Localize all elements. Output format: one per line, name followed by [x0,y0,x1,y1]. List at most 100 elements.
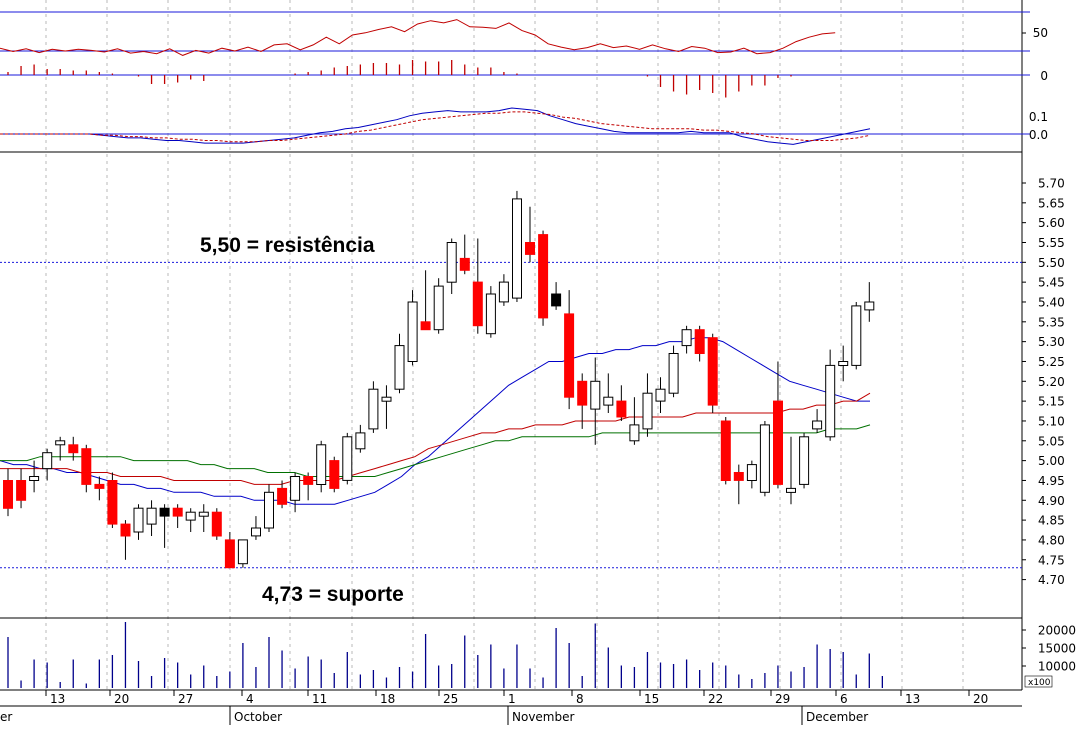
candle-body [668,353,679,394]
x-tick-label: 22 [708,692,723,706]
macd-tick-label: 0.0 [1029,128,1048,142]
candle-body [303,476,314,485]
candle-body [446,242,457,283]
x-tick-label: 18 [380,692,395,706]
volume-tick-label: 15000 [1038,642,1076,656]
price-panel [0,190,1022,569]
price-tick-label: 4.70 [1038,573,1065,587]
candle-body [224,539,235,569]
month-label: October [234,710,282,724]
stochastic-panel [0,11,1030,56]
candle-body [290,476,301,501]
x-tick-label: 15 [644,692,659,706]
histogram-panel [0,60,1030,98]
candle-body [655,388,666,402]
moving-average-line [0,392,871,485]
candle-body [433,285,444,331]
candle-body [720,420,731,481]
candle-body [172,507,183,517]
volume-tick-label: 10000 [1038,660,1076,674]
axes-labels: 50 0 0.1 0.0 5.70 5.65 5.60 5.55 5.50 5.45 5.40 5.3… [0,26,1076,725]
candle-body [198,511,209,517]
candle-body [773,400,783,485]
candle-body [211,511,222,537]
candle-body [342,436,353,481]
candle-body [107,480,118,525]
price-tick-label: 5.25 [1038,355,1065,369]
price-tick-label: 5.15 [1038,395,1065,409]
candle-body [420,321,431,331]
x-tick-label: 6 [840,692,848,706]
price-tick-label: 5.45 [1038,276,1065,290]
candle-body [733,472,744,481]
price-tick-label: 5.10 [1038,414,1065,428]
price-tick-label: 4.95 [1038,474,1065,488]
candle-body [707,337,718,406]
candle-body [94,483,105,489]
candle-body [525,242,535,255]
candle-body [799,436,810,485]
candle-body [407,301,418,362]
candle-body [551,293,562,307]
candle-body [355,432,366,450]
month-label: December [806,710,868,724]
histogram-tick-label: 0 [1040,69,1048,83]
candle-body [851,305,862,366]
price-tick-label: 5.35 [1038,315,1065,329]
x-tick-label: 29 [775,692,790,706]
price-tick-label: 5.55 [1038,236,1065,250]
price-tick-label: 4.80 [1038,533,1065,547]
signal-line [0,111,871,143]
candle-body [590,380,601,410]
x-tick-label: 8 [576,692,584,706]
candle-body [264,491,274,529]
macd-tick-label: 0.1 [1029,110,1048,124]
volume-unit-box [1024,675,1053,688]
price-tick-label: 4.75 [1038,553,1065,567]
candle-body [329,460,340,489]
candle-body [538,234,549,319]
candle-body [277,487,288,505]
candle-body [786,487,796,493]
candle-body [759,424,770,493]
x-tick-label: 25 [443,692,458,706]
price-tick-label: 5.05 [1038,434,1065,448]
candle-body [694,329,705,355]
candle-body [16,480,27,501]
candle-body [55,440,66,446]
candle-body [146,507,157,525]
candle-body [825,364,836,438]
candle-body [564,313,575,398]
candle-body [29,476,40,481]
moving-average-line [0,337,870,505]
candle-body [185,511,196,521]
price-tick-label: 4.85 [1038,514,1065,528]
stochastic-line [0,19,836,56]
price-tick-label: 4.90 [1038,494,1065,508]
stochastic-tick-label: 50 [1033,26,1048,40]
x-tick-label: 27 [178,692,193,706]
macd-panel [0,107,1030,145]
candle-body [381,396,392,402]
price-tick-label: 5.60 [1038,216,1065,230]
candle-body [120,523,131,537]
month-label: er [0,710,12,724]
price-tick-label: 5.70 [1038,177,1065,191]
x-tick-label: 11 [312,692,327,706]
price-tick-label: 5.65 [1038,196,1065,210]
price-tick-label: 5.40 [1038,295,1065,309]
candle-body [681,329,692,347]
macd-line [0,107,871,145]
candle-body [746,464,757,482]
candle-body [812,420,823,430]
price-tick-label: 5.30 [1038,335,1065,349]
candle-body [485,293,496,335]
volume-unit-label: x100 [1028,678,1051,688]
candle-body [459,257,470,271]
candle-body [838,361,849,366]
x-tick-label: 4 [246,692,254,706]
candle-body [251,527,261,537]
candle-body [394,345,405,390]
candle-body [42,452,53,470]
